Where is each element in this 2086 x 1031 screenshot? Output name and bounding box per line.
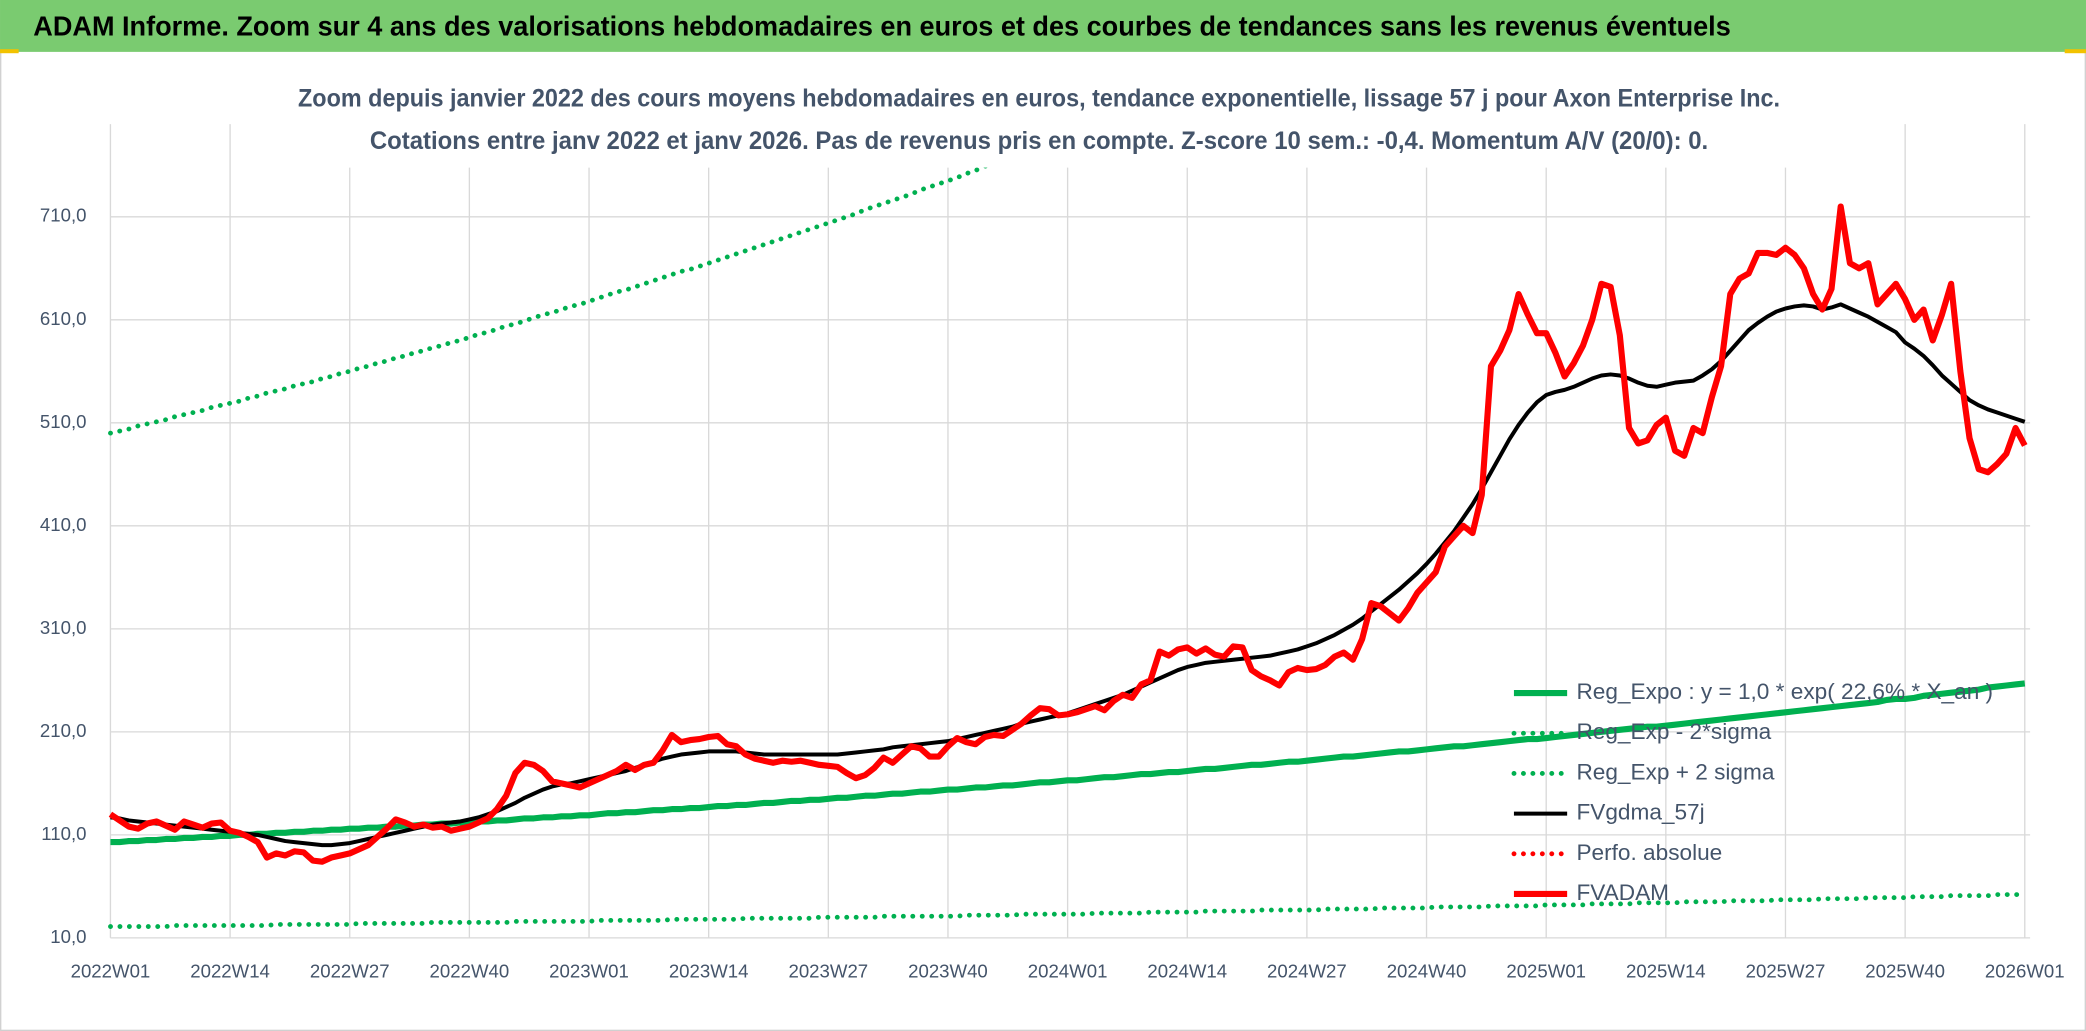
series-line: [108, 203, 2028, 865]
x-tick-label: 2025W01: [1506, 960, 1586, 981]
x-tick-label: 2024W40: [1387, 960, 1467, 981]
x-tick-label: 2024W14: [1147, 960, 1227, 981]
x-tick-label: 2024W01: [1028, 960, 1108, 981]
series-lines: [108, 123, 2028, 929]
legend-label: Reg_Exp + 2 sigma: [1576, 759, 1774, 784]
x-tick-label: 2023W40: [908, 960, 988, 981]
header-bar: [0, 0, 2086, 52]
subtitle-box: [286, 79, 1796, 168]
legend-label: Perfo. absolue: [1576, 840, 1722, 865]
x-tick-label: 2025W40: [1865, 960, 1945, 981]
y-tick-label: 510,0: [40, 411, 87, 432]
header-accent: [2064, 49, 2086, 54]
legend-label: FVgdma_57j: [1576, 800, 1704, 825]
legend: Reg_Expo : y = 1,0 * exp( 22,6% * X_an )…: [1511, 679, 1993, 905]
x-tick-label: 2023W27: [788, 960, 868, 981]
chart-subtitle: Cotations entre janv 2022 et janv 2026. …: [370, 127, 1708, 155]
plot-area: 10,0 110,0 210,0 310,0 410,0 510,0 610,0 710,0 2…: [40, 123, 2065, 981]
x-tick-label: 2023W14: [669, 960, 749, 981]
legend-label: Reg_Expo : y = 1,0 * exp( 22,6% * X_an ): [1576, 679, 1993, 704]
header-title: ADAM Informe. Zoom sur 4 ans des valoris…: [33, 10, 1730, 41]
y-tick-label: 110,0: [41, 823, 86, 844]
y-tick-label: 10,0: [50, 926, 86, 947]
y-tick-label: 210,0: [40, 720, 87, 741]
x-tick-label: 2025W14: [1626, 960, 1706, 981]
x-tick-label: 2026W01: [1985, 960, 2065, 981]
legend-label: Reg_Exp - 2*sigma: [1576, 719, 1771, 744]
series-line: [108, 123, 1104, 436]
y-tick-label: 410,0: [40, 514, 87, 535]
x-tick-label: 2025W27: [1746, 960, 1826, 981]
chart-subtitle: Zoom depuis janvier 2022 des cours moyen…: [298, 84, 1780, 112]
x-tick-label: 2022W27: [310, 960, 390, 981]
grid: [109, 124, 2031, 939]
y-tick-label: 610,0: [40, 308, 87, 329]
x-tick-label: 2022W40: [430, 960, 510, 981]
x-tick-label: 2023W01: [549, 960, 629, 981]
y-tick-label: 310,0: [40, 617, 87, 638]
series-line: [108, 892, 2028, 929]
legend-label: FVADAM: [1576, 880, 1669, 905]
x-tick-label: 2024W27: [1267, 960, 1347, 981]
header-accent: [0, 49, 19, 54]
y-tick-label: 710,0: [40, 205, 87, 226]
x-tick-label: 2022W14: [190, 960, 270, 981]
x-tick-label: 2022W01: [71, 960, 151, 981]
